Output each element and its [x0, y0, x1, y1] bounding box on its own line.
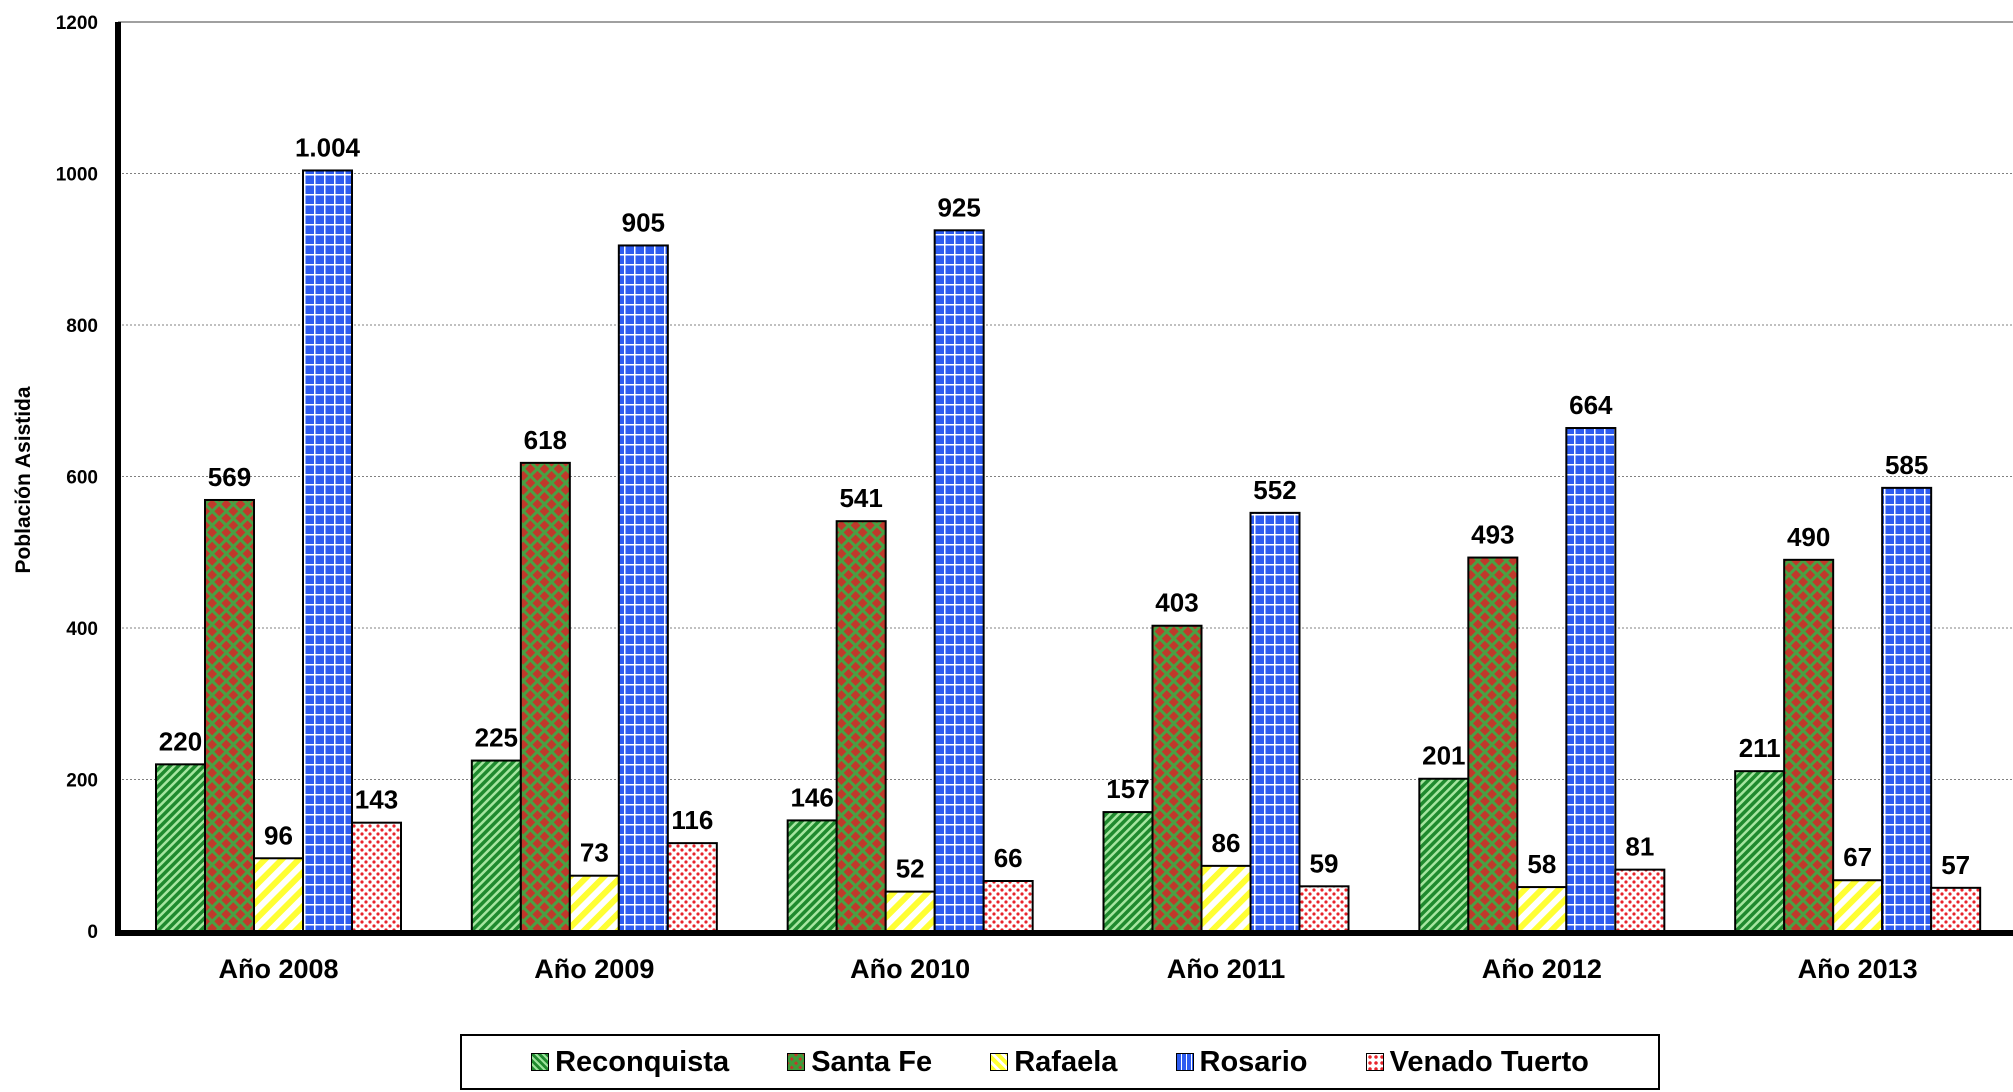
- bar-santa-fe: [519, 461, 571, 932]
- bar-rosario: [1249, 511, 1301, 932]
- bar-rosario: [617, 244, 669, 932]
- data-label: 905: [622, 207, 665, 237]
- data-label: 58: [1527, 849, 1556, 879]
- data-label: 57: [1941, 850, 1970, 880]
- bar-reconquista: [786, 819, 838, 933]
- data-label: 541: [839, 483, 882, 513]
- bar-rafaela: [568, 874, 620, 933]
- bar-rafaela: [884, 890, 936, 932]
- bar-rosario: [933, 229, 985, 932]
- bar-reconquista: [470, 759, 522, 932]
- data-label: 1.004: [295, 132, 361, 162]
- legend-label: Venado Tuerto: [1389, 1045, 1589, 1078]
- bar-santa-fe: [1151, 624, 1203, 932]
- bar-reconquista: [1734, 770, 1786, 932]
- data-labels: 220 569 96 1.004 143 225 618 73 905 116 146 541 52 92…: [159, 132, 1970, 883]
- bar-rafaela: [253, 857, 304, 933]
- data-label: 73: [580, 838, 609, 868]
- legend-item-reconquista: Reconquista: [531, 1046, 729, 1079]
- y-axis-ticks: 0 200 400 600 800 1000 1200: [56, 13, 98, 943]
- data-label: 225: [475, 723, 518, 753]
- legend-swatch: [787, 1053, 806, 1071]
- data-label: 143: [355, 785, 398, 815]
- bar-venado-tuerto: [1614, 868, 1666, 933]
- data-label: 585: [1885, 450, 1928, 480]
- legend-swatch: [531, 1053, 550, 1071]
- y-tick-label: 400: [66, 619, 98, 640]
- data-label: 211: [1739, 733, 1781, 763]
- data-label: 81: [1625, 832, 1654, 862]
- bars: [155, 169, 1982, 933]
- data-label: 618: [524, 425, 567, 455]
- legend-label: Rosario: [1199, 1045, 1308, 1078]
- x-tick-label: Año 2011: [1167, 954, 1286, 984]
- data-label: 96: [264, 820, 293, 850]
- y-axis-label: Población Asistida: [12, 386, 35, 573]
- legend-swatch: [990, 1053, 1009, 1071]
- bar-rafaela: [1832, 879, 1884, 932]
- legend-item-santa-fe: Santa Fe: [787, 1046, 932, 1079]
- bar-reconquista: [155, 763, 206, 932]
- y-tick-label: 0: [87, 922, 98, 943]
- legend-swatch: [1365, 1053, 1384, 1071]
- data-label: 201: [1422, 741, 1465, 771]
- data-label: 59: [1310, 848, 1339, 878]
- bar-rosario: [302, 169, 353, 933]
- legend-label: Rafaela: [1014, 1045, 1118, 1078]
- bar-rafaela: [1516, 886, 1568, 933]
- legend-item-rafaela: Rafaela: [990, 1046, 1117, 1079]
- bar-santa-fe: [1467, 556, 1519, 932]
- data-label: 925: [937, 192, 980, 222]
- data-label: 66: [994, 843, 1023, 873]
- x-tick-label: Año 2009: [534, 954, 654, 984]
- bar-santa-fe: [204, 498, 255, 932]
- data-label: 493: [1471, 520, 1514, 550]
- data-label: 157: [1106, 774, 1149, 804]
- x-tick-label: Año 2008: [218, 954, 338, 984]
- y-tick-label: 1000: [56, 165, 98, 186]
- bar-reconquista: [1102, 811, 1154, 933]
- bar-rosario: [1881, 486, 1933, 932]
- y-tick-label: 600: [66, 468, 98, 489]
- y-tick-label: 200: [66, 771, 98, 792]
- y-tick-label: 800: [66, 316, 98, 337]
- bar-rafaela: [1200, 864, 1252, 932]
- data-label: 552: [1253, 475, 1296, 505]
- data-label: 490: [1787, 522, 1830, 552]
- x-axis-ticks: Año 2008 Año 2009 Año 2010 Año 2011 Año 2012…: [218, 954, 1917, 984]
- bar-venado-tuerto: [982, 880, 1034, 933]
- legend-item-rosario: Rosario: [1175, 1045, 1308, 1079]
- bar-reconquista: [1418, 777, 1470, 932]
- data-label: 403: [1155, 588, 1198, 618]
- bar-venado-tuerto: [351, 821, 402, 932]
- data-label: 220: [159, 726, 202, 756]
- x-tick-label: Año 2013: [1798, 954, 1918, 984]
- y-tick-label: 1200: [56, 13, 98, 34]
- legend-swatch: [1175, 1053, 1194, 1071]
- bar-venado-tuerto: [1930, 886, 1982, 933]
- data-label: 116: [671, 805, 713, 835]
- legend-item-venado-tuerto: Venado Tuerto: [1365, 1045, 1589, 1079]
- data-label: 67: [1843, 842, 1872, 872]
- bar-rosario: [1565, 427, 1617, 932]
- data-label: 52: [896, 854, 925, 884]
- bar-santa-fe: [1783, 558, 1835, 932]
- bar-santa-fe: [835, 520, 887, 932]
- data-label: 664: [1569, 390, 1613, 420]
- legend-label: Reconquista: [555, 1045, 730, 1078]
- data-label: 146: [790, 782, 833, 812]
- gridlines: [118, 21, 2013, 780]
- legend: Reconquista Santa Fe Rafaela Rosario Ven…: [460, 1034, 1660, 1090]
- data-label: 86: [1212, 828, 1241, 858]
- legend-label: Santa Fe: [811, 1045, 933, 1078]
- x-tick-label: Año 2012: [1482, 954, 1602, 984]
- bar-venado-tuerto: [666, 842, 718, 933]
- bar-venado-tuerto: [1298, 885, 1350, 932]
- data-label: 569: [208, 462, 251, 492]
- x-tick-label: Año 2010: [850, 954, 970, 984]
